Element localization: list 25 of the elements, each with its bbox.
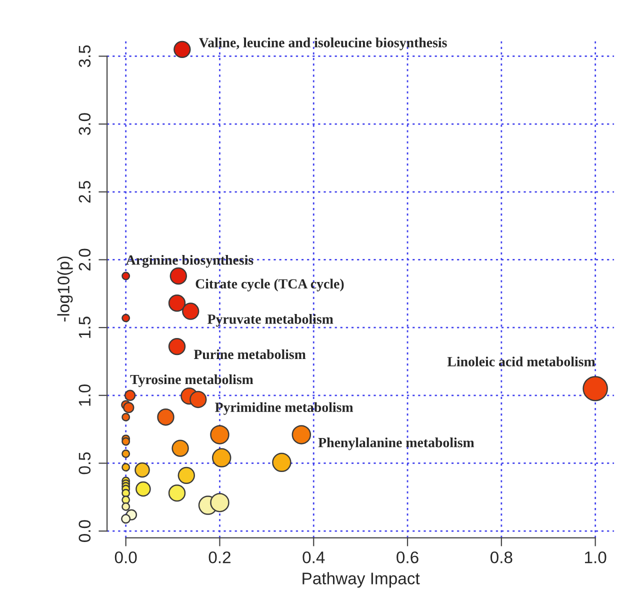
x-tick-label: 0.4 <box>302 551 325 564</box>
y-tick-label: 1.5 <box>78 316 91 338</box>
y-axis-title: -log10(p) <box>57 256 73 322</box>
x-tick-label: 0.6 <box>396 551 418 564</box>
y-tick-label: 3.5 <box>78 45 91 68</box>
x-tick-label: 1.0 <box>585 551 606 564</box>
annotation: Phenylalanine metabolism <box>318 438 474 450</box>
y-tick-label: 0.0 <box>78 520 91 542</box>
x-tick-label: 0.8 <box>490 551 512 564</box>
annotation: Citrate cycle (TCA cycle) <box>196 278 344 292</box>
x-tick-label: 0.0 <box>114 551 137 564</box>
x-axis-title: Pathway Impact <box>302 572 420 588</box>
annotation: Tyrosine metabolism <box>130 374 254 388</box>
y-tick-label: 1.0 <box>78 384 91 406</box>
x-tick-label: 0.2 <box>208 551 230 564</box>
y-tick-label: 2.0 <box>78 248 91 270</box>
annotation: Purine metabolism <box>194 349 306 360</box>
annotation: Pyrimidine metabolism <box>215 402 354 415</box>
y-tick-label: 2.5 <box>78 180 91 203</box>
annotation: Valine, leucine and isoleucine biosynthesis <box>198 38 447 50</box>
annotation: Linoleic acid metabolism <box>447 356 596 366</box>
y-tick-label: 0.5 <box>78 452 91 474</box>
annotation: Pyruvate metabolism <box>208 314 334 327</box>
y-tick-label: 3.0 <box>78 113 91 135</box>
annotation: Arginine biosynthesis <box>126 254 254 268</box>
